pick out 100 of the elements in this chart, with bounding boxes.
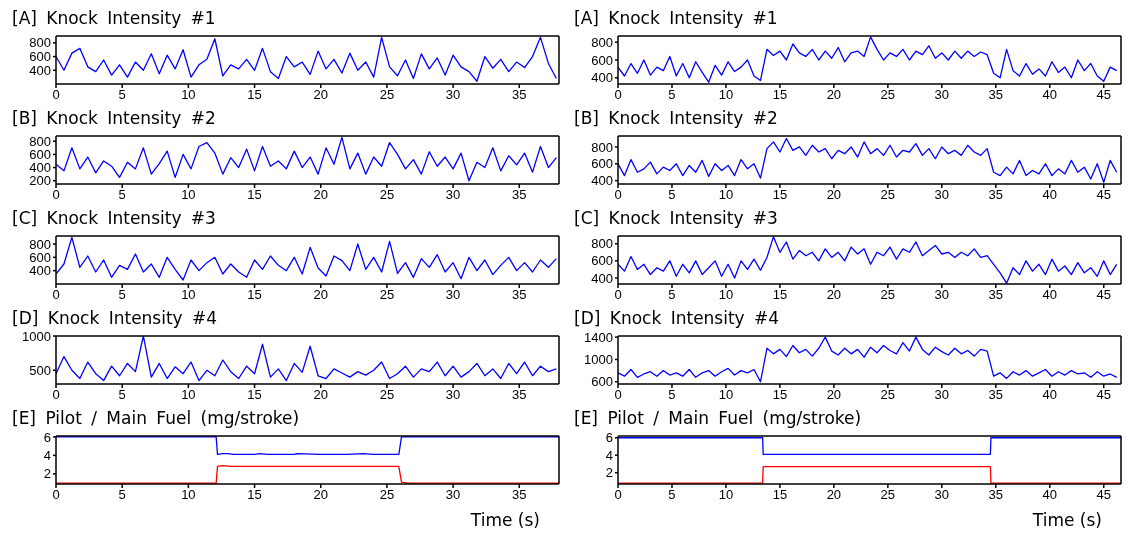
x-tick-label: 30 bbox=[445, 287, 461, 303]
y-tick-label: 6 bbox=[605, 430, 613, 446]
chart-title: [E] Pilot / Main Fuel (mg/stroke) bbox=[574, 408, 862, 428]
x-tick-label: 0 bbox=[52, 487, 60, 503]
x-tick-label: 25 bbox=[880, 87, 896, 103]
y-tick-label: 2 bbox=[605, 465, 613, 481]
x-tick-label: 25 bbox=[880, 187, 896, 203]
x-tick-label: 25 bbox=[880, 487, 896, 503]
x-tick-label: 45 bbox=[1096, 87, 1111, 103]
x-tick-label: 5 bbox=[668, 87, 676, 103]
x-tick-label: 15 bbox=[772, 87, 788, 103]
x-tick-label: 40 bbox=[1042, 387, 1057, 403]
y-tick-label: 800 bbox=[29, 133, 51, 149]
x-tick-label: 15 bbox=[772, 487, 788, 503]
x-tick-label: 30 bbox=[445, 187, 461, 203]
y-tick-label: 1000 bbox=[584, 352, 613, 368]
x-tick-label: 5 bbox=[118, 87, 126, 103]
x-tick-label: 0 bbox=[614, 187, 622, 203]
x-tick-label: 15 bbox=[247, 387, 262, 403]
x-tick-label: 40 bbox=[1042, 87, 1057, 103]
x-tick-label: 20 bbox=[313, 387, 328, 403]
chart-title: [C] Knock Intensity #3 bbox=[574, 208, 778, 228]
x-tick-label: 35 bbox=[988, 287, 1004, 303]
line-series bbox=[56, 236, 557, 281]
x-tick-label: 20 bbox=[313, 87, 328, 103]
x-tick-label: 10 bbox=[181, 387, 196, 403]
x-tick-label: 40 bbox=[1042, 287, 1057, 303]
line-series bbox=[618, 336, 1118, 383]
chart-title: [E] Pilot / Main Fuel (mg/stroke) bbox=[12, 408, 300, 428]
x-tick-label: 45 bbox=[1096, 287, 1111, 303]
x-tick-label: 35 bbox=[512, 487, 527, 503]
y-tick-label: 500 bbox=[29, 362, 51, 378]
x-tick-label: 15 bbox=[247, 187, 262, 203]
y-tick-label: 400 bbox=[29, 263, 51, 279]
line-series bbox=[618, 137, 1118, 183]
x-tick-label: 25 bbox=[379, 287, 395, 303]
x-tick-label: 35 bbox=[988, 187, 1004, 203]
x-axis-title: Time (s) bbox=[469, 510, 540, 530]
y-tick-label: 400 bbox=[591, 173, 613, 189]
y-tick-label: 600 bbox=[591, 374, 613, 390]
y-tick-label: 400 bbox=[29, 160, 51, 176]
x-tick-label: 45 bbox=[1096, 487, 1111, 503]
y-tick-label: 200 bbox=[29, 173, 51, 189]
chart-title: [C] Knock Intensity #3 bbox=[12, 208, 216, 228]
line-series bbox=[618, 236, 1118, 284]
x-tick-label: 20 bbox=[313, 487, 328, 503]
x-tick-label: 25 bbox=[880, 387, 896, 403]
x-tick-label: 15 bbox=[772, 187, 788, 203]
x-tick-label: 35 bbox=[988, 87, 1004, 103]
x-tick-label: 40 bbox=[1042, 487, 1057, 503]
x-tick-label: 10 bbox=[181, 187, 196, 203]
x-tick-label: 30 bbox=[445, 87, 461, 103]
x-tick-label: 15 bbox=[247, 287, 262, 303]
x-tick-label: 35 bbox=[512, 287, 527, 303]
y-tick-label: 6 bbox=[43, 429, 51, 445]
x-tick-label: 30 bbox=[934, 287, 950, 303]
x-tick-label: 25 bbox=[379, 387, 395, 403]
x-tick-label: 0 bbox=[52, 87, 60, 103]
x-tick-label: 15 bbox=[247, 487, 262, 503]
y-tick-label: 600 bbox=[591, 156, 613, 172]
x-tick-label: 10 bbox=[718, 387, 734, 403]
x-tick-label: 30 bbox=[445, 387, 461, 403]
chart-title: [B] Knock Intensity #2 bbox=[12, 108, 216, 128]
chart-title: [D] Knock Intensity #4 bbox=[574, 308, 780, 328]
x-tick-label: 25 bbox=[379, 187, 395, 203]
x-tick-label: 0 bbox=[52, 387, 60, 403]
x-tick-label: 10 bbox=[181, 487, 196, 503]
y-tick-label: 800 bbox=[29, 236, 51, 252]
x-tick-label: 45 bbox=[1096, 187, 1111, 203]
x-tick-label: 35 bbox=[512, 87, 527, 103]
y-tick-label: 1000 bbox=[22, 328, 51, 344]
y-tick-label: 4 bbox=[43, 448, 51, 463]
y-tick-label: 400 bbox=[29, 62, 51, 78]
x-tick-label: 0 bbox=[614, 287, 622, 303]
x-tick-label: 35 bbox=[988, 487, 1004, 503]
x-tick-label: 35 bbox=[988, 387, 1004, 403]
x-tick-label: 45 bbox=[1096, 387, 1111, 403]
x-tick-label: 5 bbox=[668, 187, 676, 203]
x-tick-label: 30 bbox=[934, 187, 950, 203]
x-tick-label: 0 bbox=[614, 487, 622, 503]
x-tick-label: 30 bbox=[934, 87, 950, 103]
x-tick-label: 20 bbox=[313, 287, 328, 303]
chart-title: [A] Knock Intensity #1 bbox=[574, 8, 778, 28]
x-tick-label: 5 bbox=[118, 187, 126, 203]
x-tick-label: 5 bbox=[118, 487, 126, 503]
y-tick-label: 600 bbox=[29, 49, 51, 65]
x-tick-label: 25 bbox=[379, 487, 395, 503]
y-tick-label: 600 bbox=[591, 52, 613, 68]
x-tick-label: 15 bbox=[247, 87, 262, 103]
x-tick-label: 20 bbox=[313, 187, 328, 203]
y-tick-label: 600 bbox=[29, 147, 51, 163]
y-tick-label: 400 bbox=[591, 70, 613, 86]
x-tick-label: 0 bbox=[52, 287, 60, 303]
x-tick-label: 10 bbox=[181, 87, 196, 103]
x-tick-label: 25 bbox=[880, 287, 896, 303]
y-tick-label: 400 bbox=[591, 270, 613, 286]
chart-title: [D] Knock Intensity #4 bbox=[12, 308, 218, 328]
x-tick-label: 10 bbox=[718, 87, 734, 103]
y-tick-label: 800 bbox=[591, 236, 613, 252]
y-tick-label: 2 bbox=[43, 466, 51, 482]
